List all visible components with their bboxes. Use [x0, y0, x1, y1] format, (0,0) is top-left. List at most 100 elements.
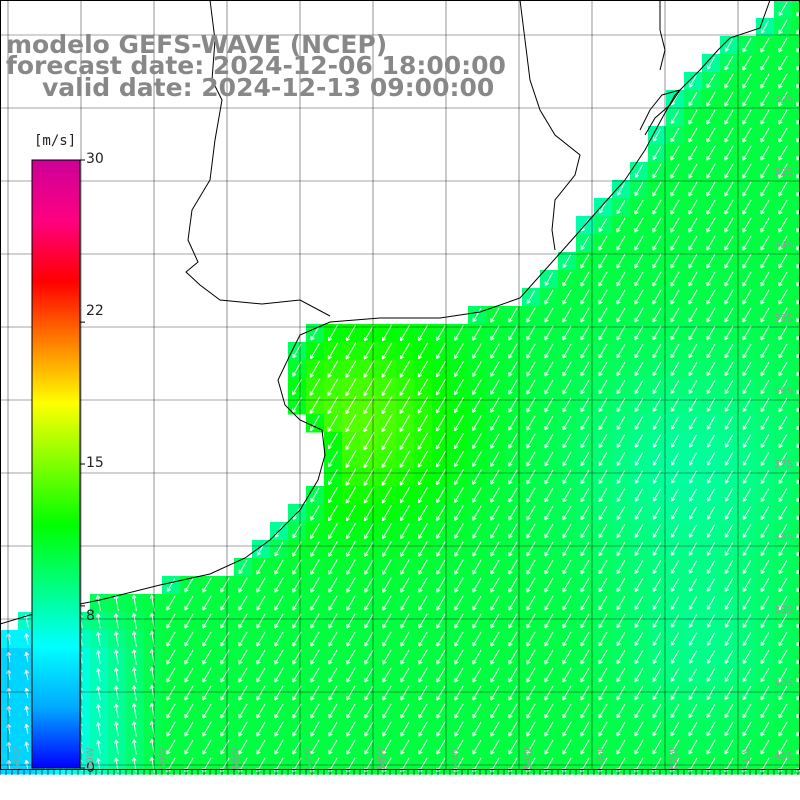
wind-vector: [652, 217, 662, 233]
wind-vector: [580, 685, 590, 701]
wind-vector: [742, 596, 752, 610]
wind-speed-cell: [792, 252, 800, 271]
wind-vector: [562, 703, 572, 719]
wind-vector: [706, 380, 716, 395]
wind-vector: [436, 631, 446, 647]
wind-vector: [760, 235, 770, 251]
wind-vector: [345, 413, 357, 433]
wind-vector: [562, 595, 572, 611]
lat-lon-grid: [0, 0, 800, 775]
wind-vector: [562, 631, 572, 647]
wind-vector: [742, 686, 752, 701]
wind-vector: [544, 397, 554, 413]
wind-vector: [544, 559, 554, 575]
lon-label: 61W: [12, 747, 23, 770]
wind-vector: [24, 741, 30, 752]
wind-vector: [363, 504, 374, 522]
wind-vector: [454, 541, 464, 557]
wind-vector: [652, 163, 662, 179]
wind-vector: [652, 128, 661, 142]
wind-vector: [598, 470, 608, 485]
wind-vector: [472, 487, 482, 503]
wind-vector: [418, 523, 428, 539]
wind-vector: [490, 613, 500, 629]
wind-vector: [598, 685, 608, 701]
wind-vector: [562, 415, 572, 431]
wind-vector: [688, 488, 697, 502]
wind-vector: [131, 649, 137, 665]
wind-vector: [652, 398, 662, 412]
wind-vector: [238, 667, 248, 683]
wind-vector: [706, 253, 716, 269]
wind-vector: [598, 253, 608, 269]
wind-vector: [274, 595, 284, 611]
wind-vector: [544, 361, 554, 377]
wind-vector: [580, 703, 590, 719]
wind-vector: [274, 613, 284, 629]
wind-vector: [634, 343, 644, 359]
wind-speed-field: [0, 0, 800, 775]
wind-vector: [634, 739, 644, 755]
wind-vector: [706, 434, 716, 448]
wind-vector: [364, 703, 374, 719]
wind-vector: [202, 703, 212, 719]
wind-vector: [310, 325, 320, 341]
wind-speed-cell: [792, 72, 800, 91]
wind-vector: [634, 578, 644, 593]
wind-vector: [184, 613, 194, 629]
wind-vector: [634, 506, 644, 520]
wind-vector: [418, 649, 428, 665]
wind-vector: [598, 577, 608, 593]
wind-vector: [508, 739, 518, 755]
wind-vector: [24, 633, 29, 645]
wind-vector: [96, 650, 101, 664]
wind-vector: [184, 721, 194, 737]
wind-vector: [742, 163, 752, 179]
wind-vector: [310, 559, 320, 575]
wind-vector: [706, 524, 716, 538]
wind-vector: [310, 703, 320, 719]
wind-vector: [742, 703, 752, 719]
wind-vector: [598, 361, 608, 377]
wind-vector: [742, 199, 752, 215]
wind-vector: [616, 434, 626, 448]
wind-vector: [490, 451, 500, 467]
coastline: [0, 0, 771, 625]
wind-vector: [598, 289, 608, 305]
wind-vector: [544, 469, 554, 485]
wind-vector: [580, 505, 590, 521]
wind-vector: [616, 182, 625, 196]
lat-label: 34S: [774, 240, 794, 251]
wind-vector: [508, 523, 518, 539]
wind-vector: [364, 667, 374, 683]
wind-vector: [580, 452, 590, 467]
wind-vector: [706, 289, 716, 305]
wind-vector: [706, 271, 716, 287]
wind-vector: [472, 361, 482, 377]
wind-vector: [526, 469, 536, 485]
wind-vector: [113, 703, 119, 719]
wind-vector: [382, 685, 392, 701]
lon-label: 56W: [377, 747, 388, 770]
wind-speed-cell: [792, 504, 800, 523]
wind-vector: [706, 307, 716, 323]
wind-vector: [454, 487, 464, 503]
wind-vector: [688, 704, 698, 719]
wind-vector: [220, 649, 230, 665]
wind-vector: [688, 506, 698, 520]
wind-vector: [742, 55, 752, 71]
wind-vector: [778, 685, 788, 701]
wind-vector: [778, 361, 788, 377]
wind-vector: [778, 397, 788, 413]
wind-vector: [399, 342, 411, 360]
wind-vector: [436, 667, 446, 683]
wind-vector: [382, 541, 392, 557]
wind-speed-cell: [792, 396, 800, 415]
wind-vector: [670, 524, 680, 538]
wind-vector: [328, 739, 338, 755]
wind-vector: [131, 631, 137, 647]
wind-vector: [364, 649, 374, 665]
country-border: [659, 0, 666, 71]
wind-vector: [778, 524, 788, 539]
wind-vector: [238, 685, 248, 701]
